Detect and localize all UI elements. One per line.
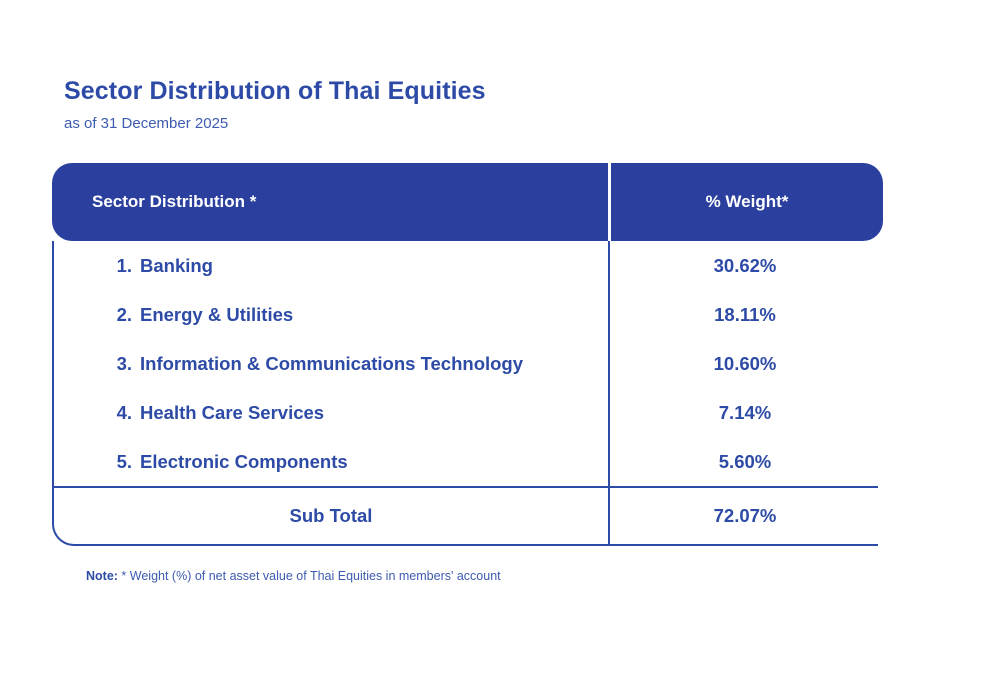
row-sector-label: Banking [140, 254, 213, 276]
column-header-weight: % Weight* [705, 192, 789, 211]
table-row: 5. Electronic Components 5.60% [54, 437, 878, 486]
page-title: Sector Distribution of Thai Equities [64, 77, 486, 105]
table-row: 3. Information & Communications Technolo… [54, 339, 878, 388]
sector-distribution-table: Sector Distribution * % Weight* 1. Banki… [52, 163, 883, 546]
cell-weight-value: 10.60% [713, 352, 777, 374]
table-row: 4. Health Care Services 7.14% [54, 388, 878, 437]
cell-sector-name: 3. Information & Communications Technolo… [54, 353, 608, 375]
table-row: 1. Banking 30.62% [54, 241, 878, 290]
cell-sector-name: 5. Electronic Components [54, 451, 608, 473]
row-rank: 4. [116, 401, 132, 423]
cell-sector-name: 4. Health Care Services [54, 402, 608, 424]
body-column-divider [608, 241, 610, 544]
table-body: 1. Banking 30.62% 2. Energy & Utilities … [52, 241, 878, 546]
row-rank: 1. [116, 254, 132, 276]
row-rank: 5. [116, 450, 132, 472]
row-sector-label: Health Care Services [140, 401, 325, 423]
cell-sector-name: 2. Energy & Utilities [54, 304, 608, 326]
table-row: 2. Energy & Utilities 18.11% [54, 290, 878, 339]
header-column-divider [608, 163, 611, 241]
heading-block: Sector Distribution of Thai Equities as … [64, 76, 486, 133]
cell-weight-value: 30.62% [713, 254, 777, 276]
row-rank: 3. [116, 352, 132, 374]
cell-weight-value: 7.14% [718, 401, 772, 423]
page-subtitle: as of 31 December 2025 [64, 115, 229, 132]
table-header-row: Sector Distribution * % Weight* [52, 163, 883, 241]
table-row-subtotal: Sub Total 72.07% [54, 488, 878, 544]
row-sector-label: Energy & Utilities [140, 303, 294, 325]
note-text: * Weight (%) of net asset value of Thai … [117, 569, 501, 583]
cell-sector-name: 1. Banking [54, 255, 608, 277]
subtotal-separator [52, 486, 878, 488]
cell-weight-value: 5.60% [718, 450, 772, 472]
row-sector-label: Information & Communications Technology [140, 352, 524, 374]
note-label: Note: [86, 569, 118, 583]
cell-weight-value: 18.11% [714, 303, 776, 325]
subtotal-label: Sub Total [289, 505, 373, 526]
row-rank: 2. [116, 303, 132, 325]
subtotal-weight-value: 72.07% [713, 505, 777, 526]
row-sector-label: Electronic Components [140, 450, 348, 472]
column-header-sector: Sector Distribution * [92, 192, 257, 211]
table-note: Note: * Weight (%) of net asset value of… [86, 568, 501, 585]
